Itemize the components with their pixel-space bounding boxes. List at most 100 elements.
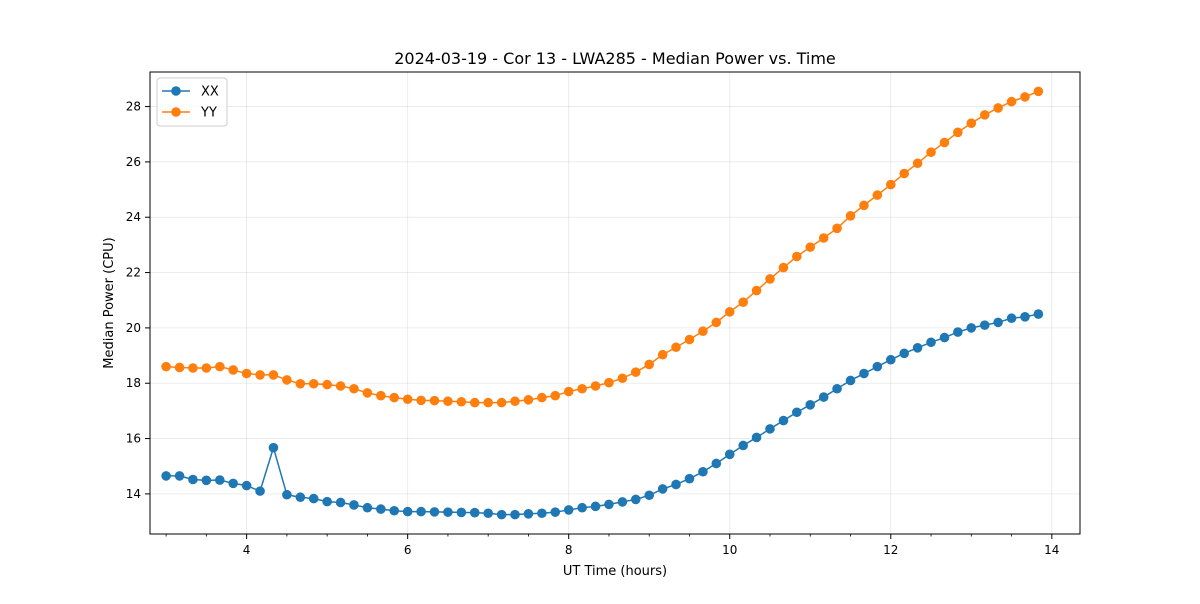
- data-point-xx: [845, 375, 856, 386]
- data-point-yy: [510, 396, 520, 407]
- data-point-xx: [966, 323, 977, 333]
- data-point-yy: [228, 365, 238, 375]
- data-point-yy: [523, 395, 534, 405]
- x-tick-label: 6: [404, 543, 412, 557]
- data-point-xx: [859, 368, 869, 379]
- y-tick-label: 16: [126, 432, 141, 446]
- data-point-xx: [537, 508, 547, 519]
- data-point-yy: [188, 363, 198, 373]
- data-point-yy: [456, 396, 467, 407]
- data-point-xx: [1006, 313, 1017, 324]
- data-point-yy: [362, 388, 373, 398]
- data-point-xx: [711, 458, 722, 469]
- data-point-yy: [711, 317, 722, 328]
- data-point-yy: [1006, 96, 1017, 107]
- data-point-yy: [604, 377, 614, 388]
- data-point-yy: [899, 168, 910, 179]
- data-point-xx: [523, 509, 534, 519]
- data-point-xx: [644, 490, 655, 501]
- data-point-xx: [443, 507, 453, 517]
- data-point-yy: [322, 379, 332, 390]
- data-point-yy: [469, 397, 480, 408]
- x-tick-label: 14: [1044, 543, 1059, 557]
- data-point-yy: [805, 242, 816, 252]
- data-point-yy: [778, 262, 789, 273]
- data-point-xx: [671, 479, 681, 490]
- y-tick-label: 20: [126, 321, 141, 335]
- data-point-yy: [993, 103, 1003, 113]
- data-point-yy: [496, 397, 507, 408]
- data-point-yy: [765, 274, 775, 284]
- legend-marker-yy: [171, 107, 181, 117]
- data-point-xx: [268, 442, 279, 453]
- data-point-yy: [402, 394, 413, 405]
- data-point-xx: [255, 486, 265, 496]
- data-point-xx: [389, 505, 400, 516]
- legend-label-yy: YY: [200, 106, 217, 121]
- data-point-xx: [563, 505, 574, 515]
- y-axis-label: Median Power (CPU): [102, 237, 117, 368]
- chart-title: 2024-03-19 - Cor 13 - LWA285 - Median Po…: [394, 49, 836, 68]
- data-point-xx: [282, 489, 292, 500]
- data-point-xx: [402, 506, 413, 517]
- data-point-xx: [349, 500, 359, 510]
- data-point-yy: [389, 392, 400, 403]
- data-point-yy: [953, 127, 963, 138]
- data-point-xx: [939, 332, 950, 343]
- data-point-yy: [738, 297, 748, 307]
- x-axis-label: UT Time (hours): [563, 564, 667, 579]
- data-point-xx: [376, 504, 386, 514]
- data-point-xx: [188, 474, 198, 485]
- data-point-yy: [537, 392, 547, 403]
- data-point-yy: [161, 361, 171, 372]
- data-point-xx: [161, 471, 171, 481]
- data-point-yy: [832, 223, 842, 234]
- data-point-xx: [778, 415, 789, 426]
- data-point-xx: [698, 466, 708, 477]
- x-tick-label: 8: [565, 543, 573, 557]
- data-point-yy: [845, 211, 856, 221]
- data-point-xx: [241, 480, 252, 491]
- data-point-xx: [979, 320, 990, 330]
- y-tick-label: 26: [126, 155, 141, 169]
- data-point-xx: [228, 478, 238, 489]
- data-point-yy: [590, 381, 601, 391]
- data-point-yy: [684, 334, 695, 345]
- data-point-xx: [362, 502, 373, 513]
- data-point-yy: [872, 190, 883, 200]
- data-point-xx: [912, 343, 923, 353]
- data-point-xx: [885, 354, 896, 365]
- data-point-yy: [885, 179, 896, 190]
- data-point-xx: [322, 496, 332, 507]
- y-tick-label: 28: [126, 100, 141, 114]
- data-point-xx: [604, 499, 614, 510]
- data-point-xx: [657, 484, 668, 494]
- data-point-xx: [295, 492, 306, 503]
- data-point-yy: [577, 383, 587, 394]
- legend-label-xx: XX: [201, 85, 219, 100]
- data-point-xx: [818, 392, 829, 402]
- plot-series: [161, 86, 1044, 520]
- data-point-yy: [282, 375, 292, 385]
- data-point-xx: [899, 348, 910, 359]
- plot-frame: [149, 71, 1081, 535]
- y-tick-label: 14: [126, 487, 141, 501]
- data-point-xx: [308, 493, 319, 504]
- data-point-yy: [295, 378, 306, 389]
- data-point-yy: [939, 137, 950, 148]
- data-point-yy: [671, 342, 681, 353]
- data-point-yy: [416, 395, 426, 406]
- data-point-yy: [241, 368, 252, 379]
- x-tick-label: 4: [243, 543, 251, 557]
- y-tick-label: 24: [126, 210, 141, 224]
- data-point-yy: [966, 118, 977, 128]
- data-point-yy: [335, 381, 346, 391]
- data-point-xx: [765, 424, 775, 434]
- data-point-xx: [590, 501, 601, 512]
- data-point-xx: [792, 407, 802, 418]
- data-point-xx: [630, 494, 641, 505]
- data-point-yy: [563, 386, 574, 397]
- data-point-xx: [577, 502, 587, 513]
- data-point-xx: [926, 337, 936, 348]
- data-point-xx: [174, 471, 185, 481]
